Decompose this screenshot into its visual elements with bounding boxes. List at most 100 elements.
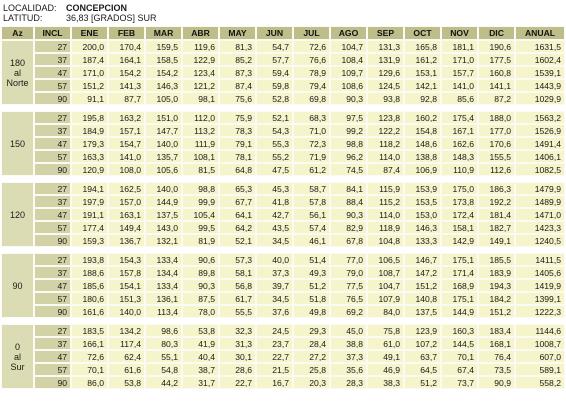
value-cell: 81,9 <box>182 234 219 247</box>
localidad-value: CONCEPCION <box>66 3 128 13</box>
location-header: LOCALIDAD: CONCEPCION LATITUD: 36,83 [GR… <box>0 0 566 26</box>
value-cell: 81,5 <box>182 163 219 176</box>
value-cell: 166,1 <box>71 337 108 350</box>
value-cell: 122,9 <box>182 53 219 66</box>
value-cell: 67,7 <box>219 195 256 208</box>
inclination-cell: 27 <box>34 253 71 266</box>
table-header-row: Az INCL ENE FEB MAR ABR MAY JUN JUL AGO SEP OCT NOV D… <box>1 26 565 40</box>
latitud-label: LATITUD: <box>3 13 43 23</box>
column-header-incl: INCL <box>34 26 71 40</box>
value-cell: 98,6 <box>145 324 182 337</box>
value-cell: 129,6 <box>367 66 404 79</box>
value-cell: 78,9 <box>293 66 330 79</box>
value-cell: 108,6 <box>330 79 367 92</box>
value-cell: 30,1 <box>219 350 256 363</box>
value-cell: 183,5 <box>71 324 108 337</box>
value-cell: 67,8 <box>330 234 367 247</box>
value-cell: 122,2 <box>367 124 404 137</box>
value-cell: 155,5 <box>478 150 515 163</box>
column-header-anual: ANUAL <box>515 26 565 40</box>
value-cell: 144,5 <box>441 337 478 350</box>
column-header-ene: ENE <box>71 26 108 40</box>
azimuth-label: 120 <box>9 209 26 220</box>
value-cell: 197,9 <box>71 195 108 208</box>
value-cell: 87,4 <box>219 79 256 92</box>
value-cell: 118,2 <box>367 137 404 150</box>
inclination-cell: 57 <box>34 363 71 376</box>
value-cell: 90,9 <box>478 376 515 389</box>
value-cell: 97,5 <box>330 111 367 124</box>
value-cell: 38,8 <box>330 337 367 350</box>
value-cell: 68,3 <box>293 111 330 124</box>
table-row: 57 163,3 141,0 135,7 108,1 78,1 55,2 71,9 96,2 11… <box>1 150 565 163</box>
value-cell: 180,6 <box>71 292 108 305</box>
value-cell: 70,1 <box>71 363 108 376</box>
table-row: 37 166,1 117,4 80,3 41,9 31,3 23,7 28,4 38,8 61,0… <box>1 337 565 350</box>
value-cell: 163,2 <box>108 111 145 124</box>
azimuth-label: 0 <box>14 341 20 352</box>
inclination-cell: 37 <box>34 195 71 208</box>
value-cell: 154,2 <box>145 66 182 79</box>
value-cell: 107,2 <box>404 337 441 350</box>
value-cell: 64,5 <box>404 363 441 376</box>
inclination-cell: 90 <box>34 92 71 105</box>
value-cell: 49,3 <box>293 266 330 279</box>
value-cell: 153,5 <box>404 195 441 208</box>
value-cell: 161,2 <box>404 53 441 66</box>
value-cell: 62,4 <box>108 350 145 363</box>
value-cell: 78,3 <box>219 124 256 137</box>
value-cell: 76,6 <box>293 53 330 66</box>
value-cell: 55,3 <box>256 137 293 150</box>
value-cell: 188,6 <box>71 266 108 279</box>
value-cell: 25,8 <box>293 363 330 376</box>
value-cell: 35,6 <box>330 363 367 376</box>
value-cell: 73,7 <box>441 376 478 389</box>
value-cell: 79,0 <box>330 266 367 279</box>
value-cell: 109,7 <box>330 66 367 79</box>
value-cell: 22,7 <box>256 350 293 363</box>
value-cell: 112,6 <box>478 163 515 176</box>
value-cell: 193,8 <box>71 253 108 266</box>
value-cell: 86,0 <box>71 376 108 389</box>
value-cell: 175,0 <box>441 182 478 195</box>
value-cell: 67,4 <box>441 363 478 376</box>
value-cell: 161,6 <box>71 305 108 318</box>
value-cell: 80,3 <box>145 337 182 350</box>
value-cell: 185,6 <box>71 279 108 292</box>
value-cell: 167,1 <box>441 124 478 137</box>
table-row: 47 171,0 154,2 154,2 123,4 87,3 59,4 78,9 109,7 1… <box>1 66 565 79</box>
value-cell: 157,8 <box>108 266 145 279</box>
value-cell: 61,2 <box>293 163 330 176</box>
value-cell: 114,0 <box>367 150 404 163</box>
group-spacer <box>1 176 565 182</box>
value-cell: 105,0 <box>145 92 182 105</box>
value-cell: 589,1 <box>515 363 565 376</box>
value-cell: 28,6 <box>219 363 256 376</box>
value-cell: 140,0 <box>108 305 145 318</box>
inclination-cell: 90 <box>34 234 71 247</box>
value-cell: 1479,9 <box>515 182 565 195</box>
value-cell: 49,1 <box>367 350 404 363</box>
value-cell: 20,3 <box>293 376 330 389</box>
table-row: 57 151,2 141,3 146,3 121,2 87,4 59,8 79,4 108,6 1… <box>1 79 565 92</box>
inclination-cell: 90 <box>34 376 71 389</box>
value-cell: 162,5 <box>108 182 145 195</box>
value-cell: 163,1 <box>108 208 145 221</box>
value-cell: 142,1 <box>404 79 441 92</box>
value-cell: 77,0 <box>330 253 367 266</box>
value-cell: 136,7 <box>108 234 145 247</box>
value-cell: 56,1 <box>293 208 330 221</box>
azimuth-label: Sur <box>10 361 25 372</box>
value-cell: 1471,0 <box>515 208 565 221</box>
table-row: 47 179,3 154,7 140,0 111,9 79,1 55,3 72,3 98,8 11… <box>1 137 565 150</box>
value-cell: 181,1 <box>441 40 478 53</box>
value-cell: 47,5 <box>256 163 293 176</box>
value-cell: 123,4 <box>182 66 219 79</box>
table-row: 120 27 194,1 162,5 140,0 98,8 65,3 45,3 58,7 84,1… <box>1 182 565 247</box>
value-cell: 607,0 <box>515 350 565 363</box>
value-cell: 54,8 <box>145 363 182 376</box>
value-cell: 98,8 <box>182 182 219 195</box>
value-cell: 165,8 <box>404 40 441 53</box>
value-cell: 187,4 <box>71 53 108 66</box>
azimuth-cell: 150 <box>1 111 34 176</box>
